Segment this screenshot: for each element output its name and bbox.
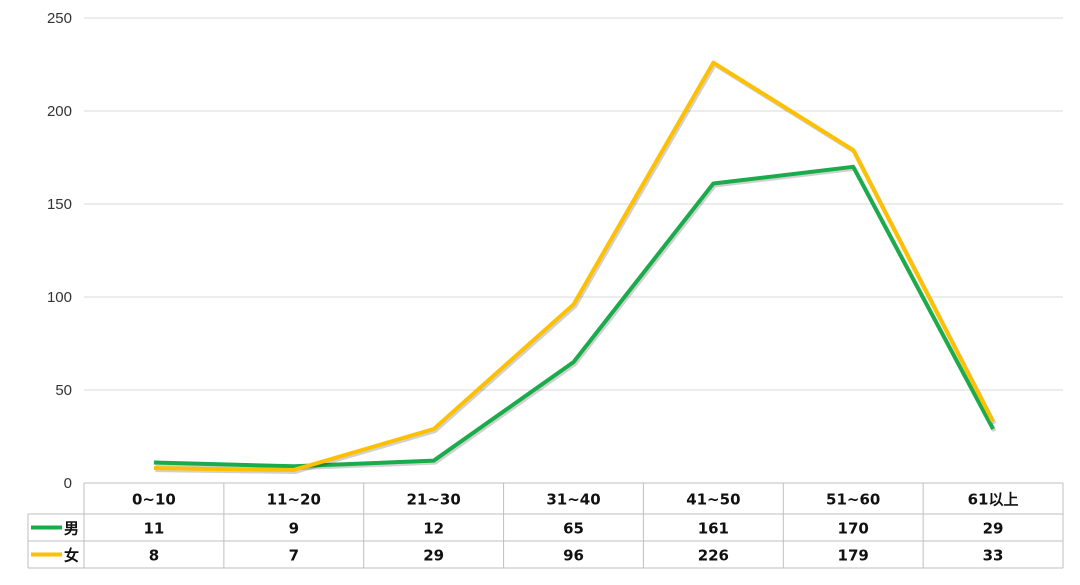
series-line-shadow-1 [155, 62, 997, 474]
y-tick-label: 50 [55, 382, 72, 399]
data-value-cell: 170 [838, 520, 869, 538]
y-tick-label: 200 [47, 103, 72, 120]
data-value-cell: 226 [698, 547, 729, 565]
data-value-cell: 161 [698, 520, 729, 538]
data-value-cell: 8 [149, 547, 159, 565]
series-name: 女 [64, 547, 79, 565]
y-tick-label: 0 [64, 475, 72, 492]
data-value-cell: 65 [563, 520, 584, 538]
y-tick-label: 250 [47, 10, 72, 27]
category-label: 51~60 [826, 491, 880, 509]
y-axis-ticks: 0 50 100 150 200 250 [47, 10, 72, 492]
data-value-cell: 96 [563, 547, 584, 565]
data-value-cell: 29 [983, 520, 1004, 538]
category-label: 21~30 [406, 491, 460, 509]
series-name: 男 [64, 520, 79, 538]
data-value-cell: 179 [838, 547, 869, 565]
y-tick-label: 150 [47, 196, 72, 213]
data-value-cell: 7 [289, 547, 299, 565]
data-value-cell: 33 [983, 547, 1004, 565]
category-label: 61以上 [968, 491, 1019, 509]
series-line-1 [153, 60, 995, 472]
data-value-cell: 29 [423, 547, 444, 565]
series-line-0 [153, 164, 995, 469]
category-label: 31~40 [546, 491, 600, 509]
category-label: 41~50 [686, 491, 740, 509]
data-value-cell: 11 [143, 520, 164, 538]
data-value-cell: 12 [423, 520, 444, 538]
series-line-shadow-0 [155, 166, 997, 471]
category-label: 11~20 [267, 491, 321, 509]
y-tick-label: 100 [47, 289, 72, 306]
series-lines [153, 60, 997, 474]
gridlines [84, 17, 1063, 391]
data-value-cell: 9 [289, 520, 299, 538]
category-label: 0~10 [132, 491, 176, 509]
